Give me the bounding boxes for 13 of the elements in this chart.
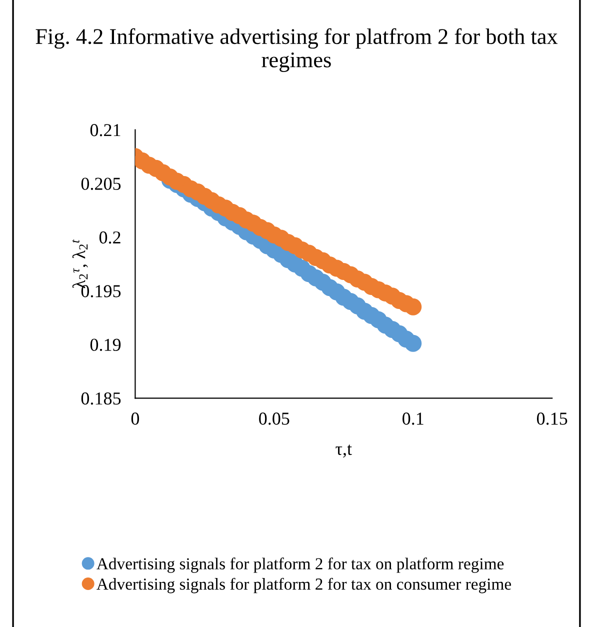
x-axis-title: τ,t — [336, 444, 352, 458]
y-tick-label: 0.185 — [81, 392, 121, 405]
legend-label: Advertising signals for platform 2 for tax on platform regime — [96, 558, 504, 573]
y-tick-label: 0.205 — [81, 178, 121, 190]
x-tick-label: 0.05 — [259, 412, 290, 425]
y-tick-label: 0.21 — [90, 124, 120, 136]
legend-label: Advertising signals for platform 2 for tax on consumer regime — [96, 578, 512, 594]
x-tick-label: 0.15 — [536, 412, 568, 425]
x-tick-label: 0 — [131, 412, 140, 425]
y-tick-label: 0.19 — [90, 338, 121, 351]
y-tick-label: 0.2 — [99, 231, 120, 244]
chart-title: Fig. 4.2 Informative advertising for platfrom 2 for both tax regimes — [36, 28, 558, 72]
x-tick-label: 0.1 — [402, 412, 424, 425]
